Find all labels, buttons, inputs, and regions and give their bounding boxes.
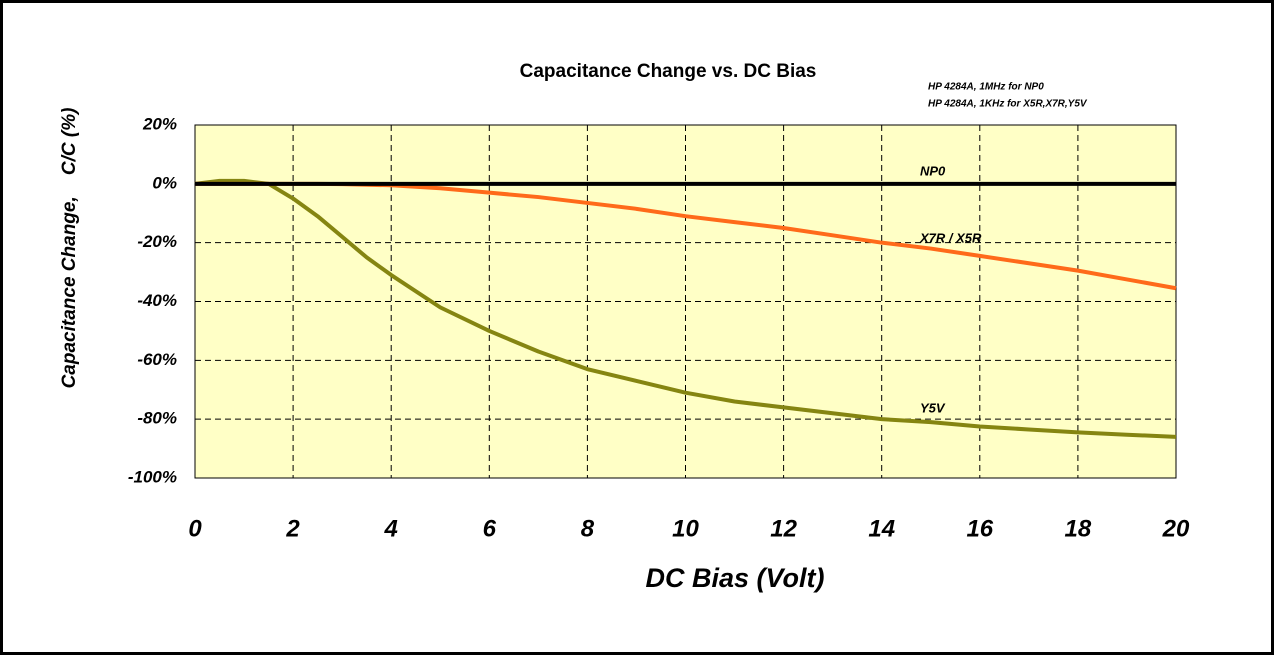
x-tick-label: 12 (770, 515, 797, 542)
x-tick-label: 10 (672, 515, 699, 542)
x-tick-label: 0 (188, 515, 202, 542)
series-label: X7R / X5R (919, 230, 982, 245)
x-tick-label: 18 (1065, 515, 1092, 542)
y-tick-label: -80% (137, 409, 177, 428)
chart-title: Capacitance Change vs. DC Bias (520, 61, 817, 82)
x-tick-label: 14 (868, 515, 895, 542)
x-axis-label: DC Bias (Volt) (645, 563, 824, 593)
y-tick-label: 20% (142, 114, 177, 133)
x-tick-label: 20 (1162, 515, 1190, 542)
y-tick-label: -40% (137, 291, 177, 310)
x-tick-label: 16 (966, 515, 993, 542)
y-tick-label: 0% (152, 173, 177, 192)
y-axis-label: Capacitance Change, C/C (%) (59, 108, 80, 389)
y-tick-label: -20% (137, 232, 177, 251)
chart-subtitle: HP 4284A, 1MHz for NP0 (928, 82, 1044, 93)
x-tick-label: 4 (384, 515, 398, 542)
series-label: NP0 (920, 163, 946, 178)
y-tick-label: -100% (128, 467, 177, 486)
series-label: Y5V (920, 400, 946, 415)
x-tick-label: 6 (483, 515, 497, 542)
x-tick-label: 2 (285, 515, 300, 542)
chart-subtitle: HP 4284A, 1KHz for X5R,X7R,Y5V (928, 99, 1088, 110)
series-line (194, 178, 1177, 439)
x-tick-label: 8 (581, 515, 595, 542)
y-tick-label: -60% (137, 350, 177, 369)
